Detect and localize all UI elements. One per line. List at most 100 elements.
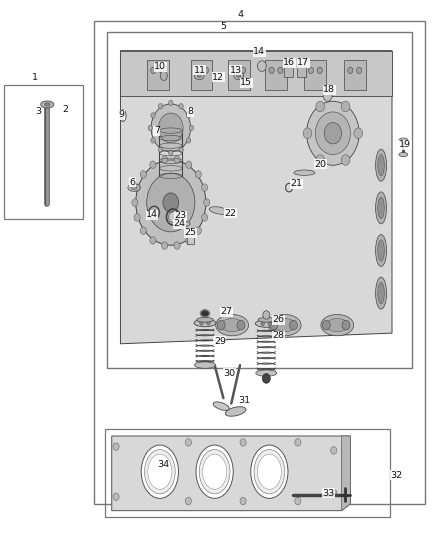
Ellipse shape xyxy=(375,192,387,224)
Bar xyxy=(4,85,83,219)
Bar xyxy=(94,21,425,504)
Ellipse shape xyxy=(234,72,244,80)
Circle shape xyxy=(240,497,246,505)
Circle shape xyxy=(323,91,332,101)
Text: 31: 31 xyxy=(238,397,251,405)
Ellipse shape xyxy=(257,454,281,489)
Bar xyxy=(187,230,194,244)
Bar xyxy=(105,429,390,517)
Ellipse shape xyxy=(290,320,297,330)
Circle shape xyxy=(357,67,362,74)
Ellipse shape xyxy=(194,362,215,368)
Circle shape xyxy=(150,237,156,244)
Circle shape xyxy=(113,493,119,500)
Bar xyxy=(107,32,412,368)
Circle shape xyxy=(186,161,192,168)
Circle shape xyxy=(316,101,325,112)
Text: 1: 1 xyxy=(32,73,38,82)
Bar xyxy=(191,60,212,90)
Ellipse shape xyxy=(197,74,201,78)
Circle shape xyxy=(200,321,203,325)
Circle shape xyxy=(159,113,183,143)
Circle shape xyxy=(194,67,200,74)
Circle shape xyxy=(174,242,180,249)
Text: 17: 17 xyxy=(297,59,309,67)
Ellipse shape xyxy=(120,110,126,122)
Text: 28: 28 xyxy=(272,332,284,340)
Ellipse shape xyxy=(268,314,301,336)
Circle shape xyxy=(136,160,206,245)
Text: 30: 30 xyxy=(223,369,235,377)
Circle shape xyxy=(169,150,173,156)
Ellipse shape xyxy=(160,71,167,80)
Ellipse shape xyxy=(221,318,243,332)
Circle shape xyxy=(324,123,342,144)
Circle shape xyxy=(268,321,272,326)
Bar xyxy=(147,60,169,90)
Circle shape xyxy=(232,67,237,74)
Ellipse shape xyxy=(322,320,330,330)
Circle shape xyxy=(163,193,179,212)
Text: 7: 7 xyxy=(154,126,160,135)
Ellipse shape xyxy=(194,72,204,80)
Circle shape xyxy=(240,67,246,74)
Circle shape xyxy=(195,227,201,235)
Ellipse shape xyxy=(378,197,385,219)
Circle shape xyxy=(278,67,283,74)
Text: 8: 8 xyxy=(187,108,194,116)
Ellipse shape xyxy=(141,445,179,498)
Text: 14: 14 xyxy=(253,47,265,56)
Circle shape xyxy=(201,184,208,191)
Circle shape xyxy=(317,67,322,74)
Text: 19: 19 xyxy=(399,141,411,149)
Ellipse shape xyxy=(41,101,54,108)
Circle shape xyxy=(315,112,350,155)
Ellipse shape xyxy=(187,229,194,232)
Circle shape xyxy=(303,128,312,139)
Circle shape xyxy=(203,67,208,74)
Circle shape xyxy=(151,104,191,152)
Circle shape xyxy=(113,443,119,450)
Circle shape xyxy=(331,447,337,454)
Text: 24: 24 xyxy=(173,220,186,228)
Circle shape xyxy=(134,184,140,191)
Ellipse shape xyxy=(201,311,208,316)
Circle shape xyxy=(207,321,210,325)
Circle shape xyxy=(201,214,208,221)
Circle shape xyxy=(162,242,168,249)
Circle shape xyxy=(261,321,265,326)
Circle shape xyxy=(195,171,201,178)
Ellipse shape xyxy=(202,454,227,489)
Ellipse shape xyxy=(145,450,175,494)
Circle shape xyxy=(308,67,314,74)
Ellipse shape xyxy=(375,149,387,181)
Ellipse shape xyxy=(399,138,408,142)
Circle shape xyxy=(204,199,210,206)
Circle shape xyxy=(258,61,266,71)
Ellipse shape xyxy=(213,402,229,410)
Circle shape xyxy=(295,439,301,446)
Circle shape xyxy=(151,112,155,118)
Circle shape xyxy=(262,374,270,383)
Text: 18: 18 xyxy=(323,85,336,94)
Ellipse shape xyxy=(131,186,137,189)
Ellipse shape xyxy=(199,450,230,494)
Circle shape xyxy=(354,128,363,139)
Ellipse shape xyxy=(197,317,213,322)
Ellipse shape xyxy=(209,207,229,214)
Ellipse shape xyxy=(378,282,385,304)
Circle shape xyxy=(269,67,274,74)
Text: 21: 21 xyxy=(290,180,303,188)
Circle shape xyxy=(331,489,337,497)
Ellipse shape xyxy=(173,221,190,227)
Circle shape xyxy=(179,103,184,109)
Text: 2: 2 xyxy=(63,105,69,114)
Circle shape xyxy=(179,147,184,152)
Text: 16: 16 xyxy=(283,59,295,67)
Text: 33: 33 xyxy=(322,489,335,497)
Ellipse shape xyxy=(378,155,385,176)
Polygon shape xyxy=(112,436,350,511)
Text: 13: 13 xyxy=(230,66,242,75)
Circle shape xyxy=(132,199,138,206)
Ellipse shape xyxy=(274,318,296,332)
